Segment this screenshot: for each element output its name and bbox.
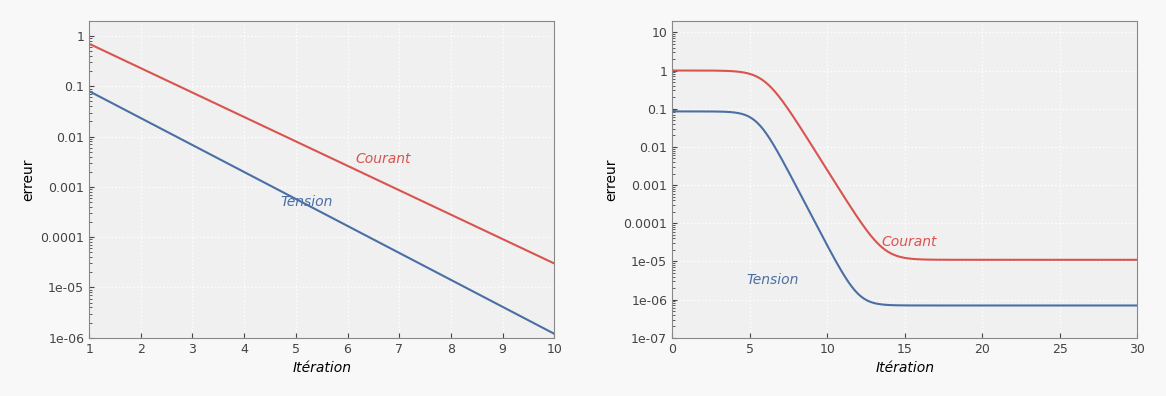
Y-axis label: erreur: erreur (21, 158, 35, 200)
Text: Courant: Courant (356, 152, 410, 166)
Text: Courant: Courant (881, 235, 937, 249)
X-axis label: Itération: Itération (293, 361, 351, 375)
Text: Tension: Tension (746, 273, 799, 287)
Y-axis label: erreur: erreur (604, 158, 618, 200)
Text: Tension: Tension (280, 195, 332, 209)
X-axis label: Itération: Itération (876, 361, 934, 375)
